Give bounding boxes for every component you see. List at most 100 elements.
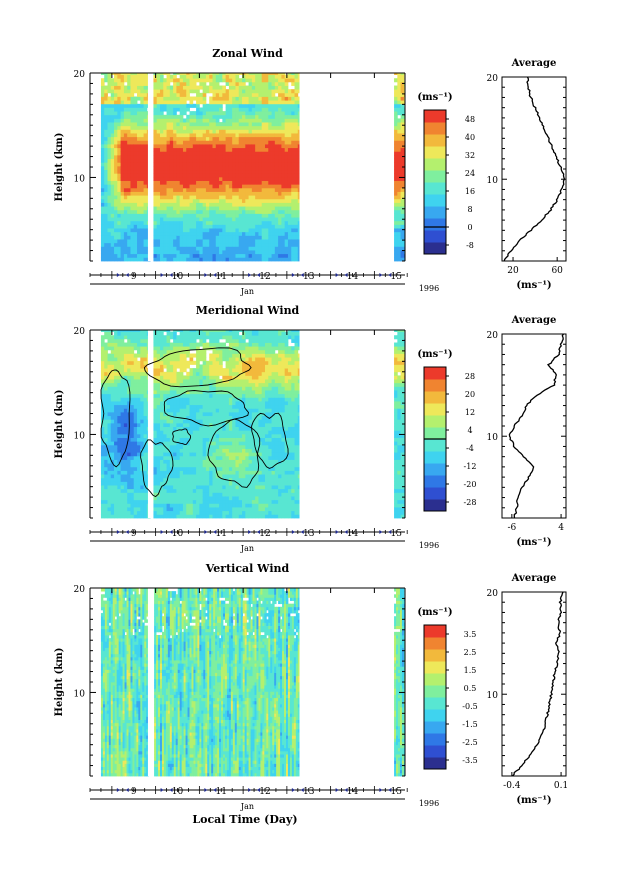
heatmap-cell: [143, 78, 148, 83]
heatmap-cell: [179, 459, 184, 464]
heatmap-cell: [179, 74, 184, 79]
heatmap-cell: [176, 220, 181, 225]
average-x-tick-label: 60: [551, 266, 563, 276]
heatmap-cell: [137, 228, 141, 233]
heatmap-cell: [120, 81, 125, 86]
heatmap-cell: [255, 250, 259, 255]
heatmap-cell: [169, 455, 174, 460]
heatmap-cell: [186, 213, 190, 218]
heatmap-cell: [228, 81, 233, 86]
heatmap-cell: [202, 235, 207, 240]
heatmap-cell: [156, 499, 161, 504]
heatmap-cell: [169, 162, 174, 167]
heatmap-cell: [156, 191, 161, 196]
heatmap-cell: [179, 463, 184, 468]
heatmap-cell: [192, 346, 197, 351]
heatmap-cell: [114, 459, 118, 464]
heatmap-cell: [238, 187, 243, 192]
heatmap-cell: [189, 404, 194, 409]
heatmap-cell: [182, 103, 187, 108]
heatmap-cell: [281, 114, 286, 119]
heatmap-cell: [196, 151, 200, 156]
heatmap-cell: [117, 89, 122, 94]
heatmap-cell: [215, 213, 220, 218]
heatmap-cell: [156, 357, 161, 362]
heatmap-cell: [258, 73, 263, 75]
heatmap-cell: [212, 107, 217, 112]
heatmap-cell: [153, 503, 158, 508]
heatmap-cell: [100, 444, 105, 449]
heatmap-cell: [291, 122, 295, 127]
heatmap-cell: [107, 474, 112, 479]
heatmap-cell: [284, 114, 289, 119]
heatmap-cell: [255, 180, 259, 185]
heatmap-cell: [192, 330, 197, 332]
heatmap-cell: [137, 404, 141, 409]
heatmap-cell: [163, 349, 167, 354]
heatmap-cell: [192, 466, 197, 471]
heatmap-cell: [100, 73, 105, 75]
heatmap-cell: [235, 74, 240, 79]
heatmap-cell: [176, 459, 181, 464]
heatmap-cell: [294, 180, 299, 185]
heatmap-cell: [127, 125, 131, 130]
heatmap-cell: [160, 114, 164, 119]
heatmap-cell: [143, 96, 148, 101]
heatmap-cell: [258, 250, 263, 255]
heatmap-cell: [265, 118, 269, 123]
heatmap-cell: [205, 125, 210, 130]
heatmap-cell: [133, 165, 138, 171]
heatmap-cell: [173, 125, 177, 130]
heatmap-cell: [100, 492, 105, 497]
heatmap-cell: [120, 187, 125, 192]
heatmap-cell: [107, 235, 112, 240]
heatmap-cell: [123, 217, 128, 222]
heatmap-cell: [261, 81, 266, 86]
heatmap-cell: [153, 404, 158, 409]
heatmap-cell: [156, 353, 161, 358]
heatmap-cell: [107, 140, 112, 145]
heatmap-cell: [117, 195, 122, 200]
heatmap-cell: [173, 338, 177, 343]
heatmap-cell: [117, 499, 122, 504]
heatmap-cell: [110, 382, 115, 387]
heatmap-cell: [143, 331, 148, 336]
heatmap-cell: [163, 187, 167, 192]
heatmap-cell: [192, 114, 197, 119]
heatmap-cell: [166, 257, 171, 262]
heatmap-cell: [169, 415, 174, 420]
heatmap-cell: [104, 411, 108, 417]
heatmap-cell: [268, 81, 272, 86]
x-tick-label: 14: [347, 272, 359, 282]
heatmap-cell: [186, 507, 190, 512]
heatmap-cell: [133, 195, 138, 200]
heatmap-cell: [140, 96, 144, 101]
heatmap-cell: [114, 437, 118, 442]
heatmap-cell: [179, 331, 184, 336]
heatmap-cell: [153, 466, 158, 471]
heatmap-cell: [284, 224, 289, 229]
heatmap-cell: [123, 514, 128, 519]
heatmap-cell: [166, 92, 171, 97]
heatmap-cell: [173, 129, 177, 134]
heatmap-cell: [186, 239, 190, 244]
heatmap-cell: [130, 242, 135, 247]
heatmap-cell: [205, 213, 210, 218]
heatmap-cell: [107, 437, 112, 442]
heatmap-cell: [176, 78, 181, 83]
heatmap-cell: [255, 147, 259, 152]
heatmap-cell: [104, 474, 108, 479]
heatmap-cell: [143, 220, 148, 225]
heatmap-cell: [179, 379, 184, 384]
heatmap-cell: [160, 393, 164, 398]
heatmap-cell: [120, 165, 125, 171]
heatmap-cell: [114, 122, 118, 127]
heatmap-cell: [130, 209, 135, 214]
heatmap-cell: [281, 100, 286, 105]
heatmap-cell: [117, 129, 122, 134]
heatmap-cell: [133, 213, 138, 218]
heatmap-cell: [143, 470, 148, 475]
heatmap-cell: [182, 235, 187, 240]
heatmap-cell: [199, 118, 204, 123]
heatmap-cell: [182, 169, 187, 174]
